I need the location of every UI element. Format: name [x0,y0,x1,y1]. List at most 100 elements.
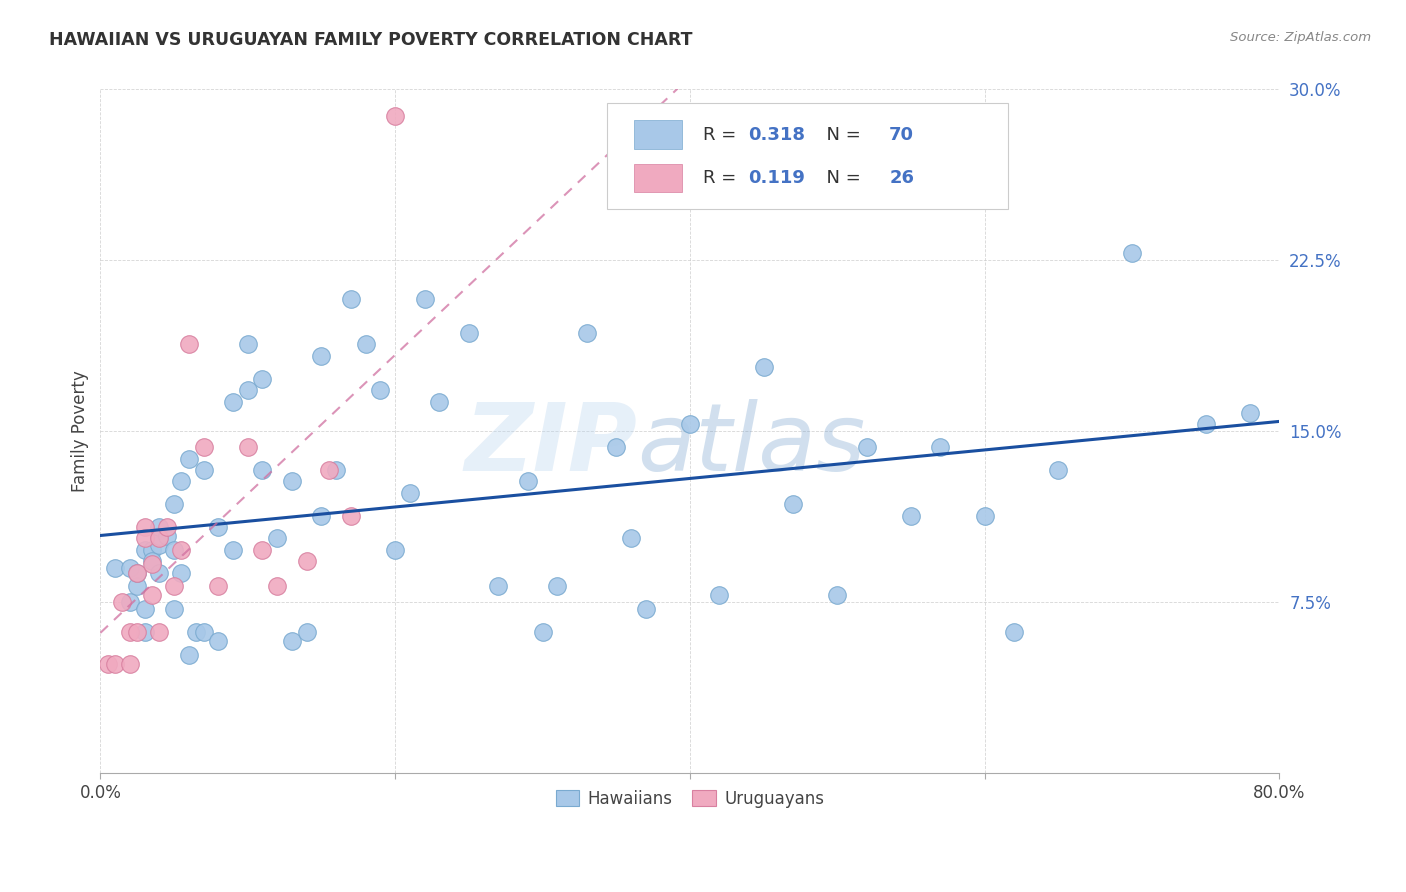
Point [354,337,377,351]
Point [118,561,141,575]
Text: N =: N = [815,169,866,187]
Point [193,463,215,477]
Point [281,475,304,489]
Point [148,566,170,580]
Point [370,383,392,397]
Point [222,542,245,557]
Point [709,589,731,603]
Point [318,463,340,477]
Point [156,529,179,543]
Point [127,579,149,593]
Point [127,566,149,580]
Point [104,657,127,671]
Point [207,579,229,593]
Point [134,602,156,616]
Point [575,326,598,340]
Point [531,624,554,639]
Y-axis label: Family Poverty: Family Poverty [72,370,89,492]
Point [340,292,363,306]
Point [156,520,179,534]
Text: R =: R = [703,169,742,187]
Point [634,602,657,616]
Text: R =: R = [703,126,742,144]
Point [929,440,952,454]
Point [193,440,215,454]
Point [118,657,141,671]
Point [1239,406,1261,420]
FancyBboxPatch shape [607,103,1008,209]
Point [855,440,877,454]
Point [163,542,186,557]
Point [163,497,186,511]
Point [252,542,274,557]
Point [413,292,436,306]
Point [148,538,170,552]
Point [148,520,170,534]
Point [141,542,163,557]
Point [325,463,347,477]
Point [163,602,186,616]
Point [148,532,170,546]
Point [340,508,363,523]
Point [486,579,509,593]
Point [170,542,193,557]
Point [1047,463,1070,477]
Point [679,417,702,432]
Point [127,566,149,580]
Point [900,508,922,523]
Point [186,624,208,639]
Point [266,579,288,593]
Point [118,624,141,639]
Point [427,394,450,409]
Point [266,532,288,546]
Point [236,383,259,397]
Point [193,624,215,639]
Point [134,624,156,639]
Point [148,529,170,543]
Point [141,554,163,568]
Point [170,566,193,580]
Point [295,624,318,639]
Point [384,542,406,557]
Point [127,624,149,639]
Text: N =: N = [815,126,866,144]
Point [134,542,156,557]
Point [177,337,200,351]
Point [148,624,170,639]
Text: Source: ZipAtlas.com: Source: ZipAtlas.com [1230,31,1371,45]
Point [311,508,333,523]
Point [546,579,568,593]
Point [118,595,141,609]
Point [252,463,274,477]
Point [973,508,995,523]
Text: 0.318: 0.318 [748,126,804,144]
Point [605,440,627,454]
Text: 26: 26 [889,169,914,187]
Point [1002,624,1025,639]
Point [399,485,422,500]
Point [295,554,318,568]
Point [141,557,163,571]
Point [311,349,333,363]
Point [134,532,156,546]
Point [177,648,200,662]
Point [134,520,156,534]
Point [827,589,849,603]
Point [516,475,538,489]
Point [104,561,127,575]
Text: atlas: atlas [637,400,865,491]
Point [384,109,406,123]
Point [281,634,304,648]
FancyBboxPatch shape [634,163,682,193]
Point [222,394,245,409]
Point [97,657,120,671]
Point [457,326,479,340]
Point [207,520,229,534]
Point [236,440,259,454]
Point [141,589,163,603]
Point [1195,417,1218,432]
FancyBboxPatch shape [634,120,682,149]
Point [111,595,134,609]
Point [1121,246,1143,260]
Text: 0.119: 0.119 [748,169,804,187]
